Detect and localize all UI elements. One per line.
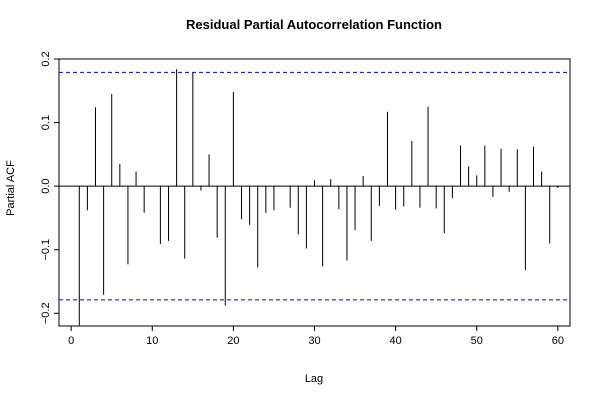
y-tick-label: −0.2 — [40, 302, 52, 324]
x-tick-label: 40 — [389, 335, 401, 347]
plot-marks: 0 10 20 30 40 50 60 −0.2 −0.1 0.0 0.1 0.2 — [40, 51, 570, 347]
x-tick-label: 60 — [552, 335, 564, 347]
y-tick-label: 0.2 — [40, 51, 52, 66]
y-tick-label: −0.1 — [40, 239, 52, 261]
x-tick-label: 30 — [308, 335, 320, 347]
y-tick-label: 0.1 — [40, 115, 52, 130]
x-tick-label: 20 — [227, 335, 239, 347]
chart-title: Residual Partial Autocorrelation Functio… — [186, 17, 442, 32]
x-tick-label: 10 — [146, 335, 158, 347]
x-axis-label: Lag — [305, 373, 323, 385]
y-axis-label: Partial ACF — [5, 160, 17, 216]
y-tick-label: 0.0 — [40, 178, 52, 193]
x-tick-label: 50 — [471, 335, 483, 347]
x-tick-label: 0 — [68, 335, 74, 347]
